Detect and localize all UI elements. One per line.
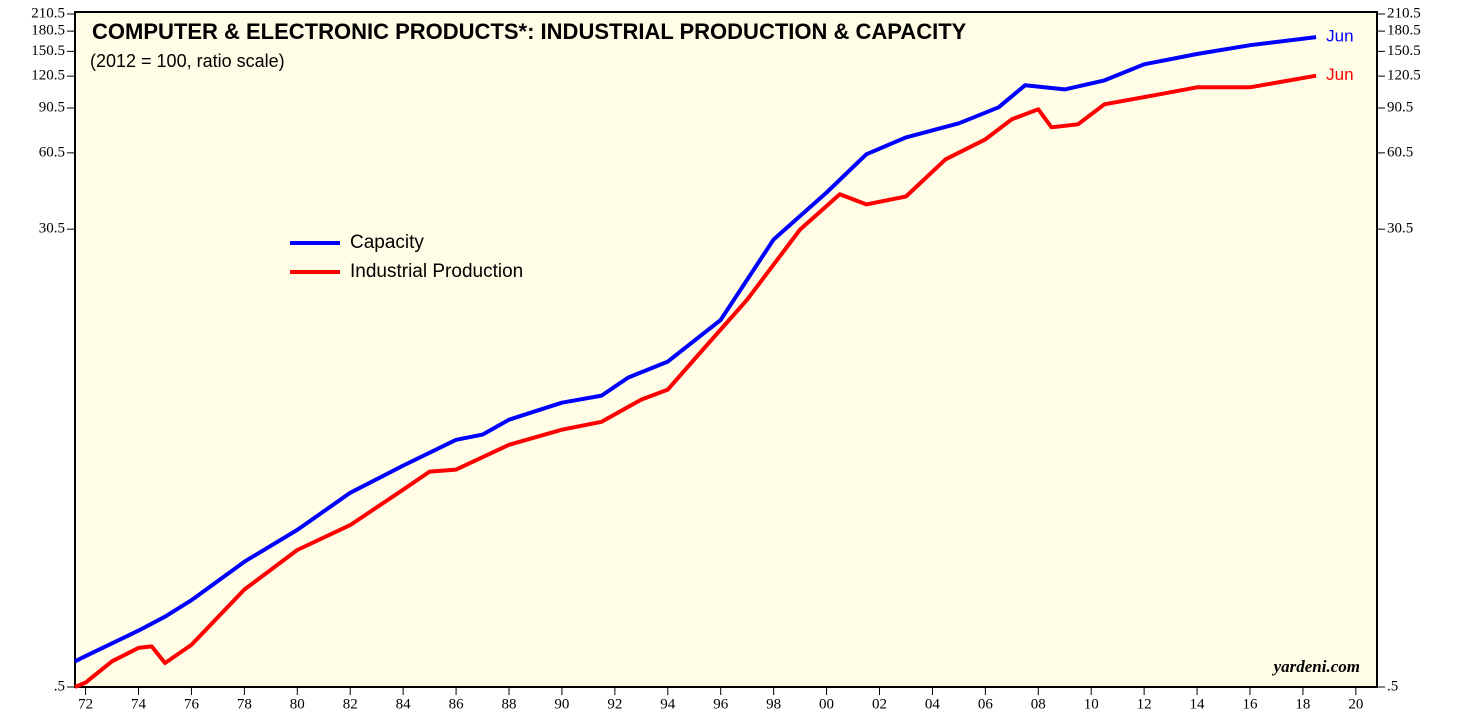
y-tick-label: 120.5 [31,68,65,84]
y-tick-label: 60.5 [39,144,65,160]
legend-label: Capacity [350,232,424,253]
y-tick-label: .5 [54,678,65,694]
y2-tick-label: 120.5 [1387,68,1421,84]
x-tick-label: 04 [925,696,941,712]
x-tick-label: 20 [1348,696,1363,712]
x-tick-label: 90 [554,696,569,712]
y2-tick-label: .5 [1387,678,1398,694]
x-tick-label: 84 [396,696,412,712]
end-label: Jun [1326,27,1353,46]
x-tick-label: 74 [131,696,147,712]
y2-tick-label: 60.5 [1387,144,1413,160]
x-tick-label: 02 [872,696,887,712]
y-tick-label: 90.5 [39,99,65,115]
y2-tick-label: 210.5 [1387,5,1421,21]
x-tick-label: 16 [1242,696,1258,712]
series-line [74,35,1317,664]
y-tick-label: 30.5 [39,221,65,237]
x-tick-label: 08 [1031,696,1046,712]
x-tick-label: 76 [184,696,200,712]
plot-area [74,11,1378,688]
x-tick-label: 80 [290,696,305,712]
y-tick-label: 150.5 [31,43,65,59]
y2-tick-label: 30.5 [1387,221,1413,237]
x-tick-label: 92 [607,696,622,712]
x-tick-label: 78 [237,696,252,712]
y2-tick-label: 180.5 [1387,23,1421,39]
x-tick-label: 00 [819,696,834,712]
x-tick-label: 82 [343,696,358,712]
legend-label: Industrial Production [350,261,523,282]
y2-tick-label: 150.5 [1387,43,1421,59]
watermark: yardeni.com [1272,657,1360,676]
x-tick-label: 98 [766,696,781,712]
x-tick-label: 96 [713,696,729,712]
chart-title: COMPUTER & ELECTRONIC PRODUCTS*: INDUSTR… [92,19,967,44]
x-tick-label: 72 [78,696,93,712]
y-tick-label: 210.5 [31,5,65,21]
y-tick-label: 180.5 [31,23,65,39]
end-label: Jun [1326,65,1353,84]
x-tick-label: 18 [1295,696,1310,712]
chart-subtitle: (2012 = 100, ratio scale) [90,51,285,71]
y2-tick-label: 90.5 [1387,99,1413,115]
x-tick-label: 12 [1137,696,1152,712]
x-tick-label: 06 [978,696,994,712]
x-tick-label: 10 [1084,696,1099,712]
x-tick-label: 88 [502,696,517,712]
x-tick-label: 94 [660,696,676,712]
series-line [74,73,1317,689]
x-tick-label: 86 [449,696,465,712]
x-tick-label: 14 [1190,696,1206,712]
